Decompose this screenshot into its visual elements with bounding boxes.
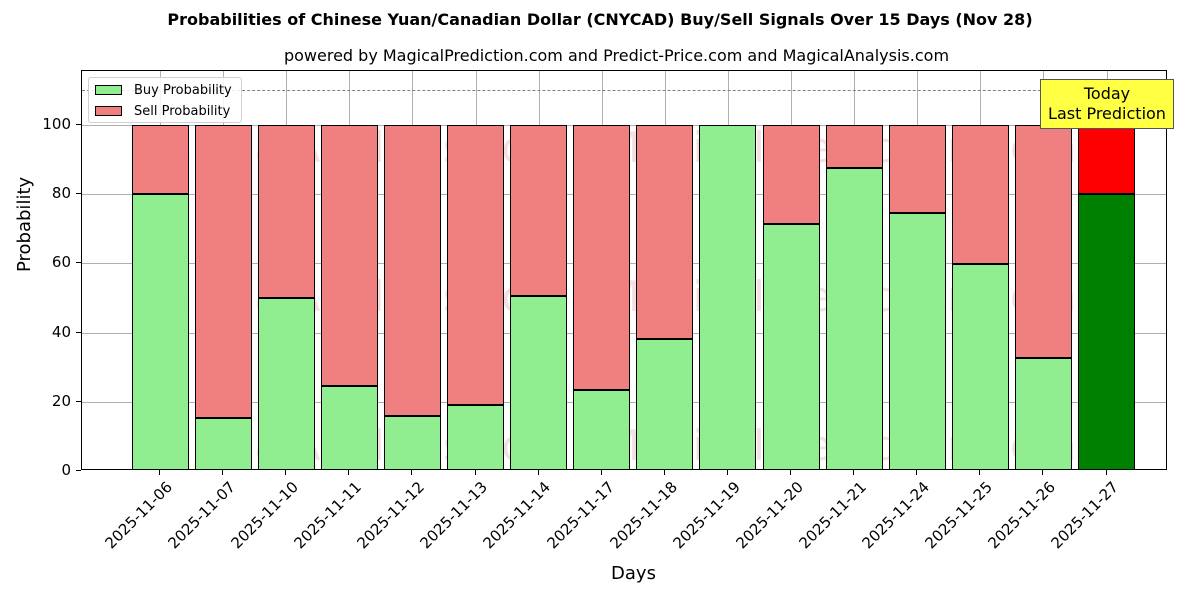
annotation-line-1: Today	[1083, 84, 1131, 103]
y-tick-label: 60	[51, 253, 71, 272]
x-tick	[979, 470, 981, 475]
x-tick-label: 2025-11-06	[101, 478, 176, 553]
bar-sell	[257, 125, 315, 299]
bar-sell	[825, 125, 883, 168]
today-annotation: Today Last Prediction	[1040, 79, 1174, 129]
x-tick-label: 2025-11-25	[921, 478, 997, 553]
bar-buy	[699, 125, 757, 469]
x-tick	[411, 470, 413, 475]
plot-area: MagicalAnalysis.comMagicalPrediction.com…	[81, 70, 1167, 470]
y-tick-label: 40	[51, 322, 71, 341]
x-tick	[726, 470, 728, 475]
bar-buy	[257, 298, 315, 469]
bar-buy	[951, 263, 1009, 469]
y-tick	[76, 400, 81, 402]
bar-buy	[762, 224, 820, 469]
bar-buy	[1014, 357, 1072, 469]
x-tick	[1105, 470, 1107, 475]
bar-sell	[951, 125, 1009, 264]
bar-sell	[510, 125, 568, 296]
bar-sell	[447, 125, 504, 406]
x-tick	[222, 470, 224, 475]
x-tick	[790, 470, 791, 475]
bar-buy	[510, 295, 568, 469]
y-tick-label: 100	[42, 115, 71, 133]
legend-label-buy: Buy Probability	[134, 82, 232, 98]
bar-buy	[383, 415, 441, 469]
y-axis-label: Probability	[14, 176, 35, 272]
bar-sell	[762, 125, 820, 225]
x-tick-label: 2025-11-12	[353, 478, 429, 553]
x-tick-label: 2025-11-13	[416, 478, 492, 553]
y-tick-label: 0	[61, 461, 71, 479]
bar-sell	[636, 125, 694, 339]
bar-buy	[636, 338, 694, 469]
x-tick-label: 2025-11-26	[984, 478, 1060, 553]
x-tick	[853, 470, 855, 475]
bar-sell	[1078, 125, 1135, 195]
legend-label-sell: Sell Probability	[134, 103, 231, 119]
bar-buy	[573, 389, 631, 469]
buy-swatch-icon	[95, 85, 122, 95]
x-tick-label: 2025-11-24	[858, 478, 933, 553]
bar-sell	[888, 125, 946, 213]
legend-item-sell: Sell Probability	[95, 102, 230, 120]
x-tick-label: 2025-11-27	[1047, 478, 1123, 553]
reference-line	[82, 90, 1166, 92]
bar-sell	[131, 125, 189, 194]
bar-sell	[194, 125, 252, 418]
bar-buy	[320, 385, 378, 469]
chart-subtitle: powered by MagicalPrediction.com and Pre…	[283, 46, 950, 65]
bar-buy	[888, 212, 946, 469]
x-tick	[348, 470, 350, 475]
x-tick-label: 2025-11-19	[669, 478, 744, 553]
y-tick-label: 80	[51, 184, 71, 203]
y-tick-label: 20	[51, 391, 71, 410]
bar-buy	[825, 167, 883, 469]
annotation-line-2: Last Prediction	[1048, 104, 1166, 123]
bar-buy	[194, 417, 252, 469]
x-tick-label: 2025-11-17	[543, 478, 618, 553]
y-tick	[76, 470, 81, 471]
bar-sell	[383, 125, 441, 416]
x-axis-label: Days	[611, 563, 656, 584]
sell-swatch-icon	[95, 106, 122, 116]
bar-sell	[1014, 125, 1072, 358]
x-tick-label: 2025-11-10	[227, 478, 302, 553]
legend-item-buy: Buy Probability	[95, 81, 232, 99]
x-tick-label: 2025-11-14	[479, 478, 555, 553]
y-tick	[76, 124, 81, 125]
y-tick	[76, 331, 81, 333]
legend: Buy Probability Sell Probability	[88, 77, 242, 123]
x-tick	[663, 470, 665, 475]
x-tick-label: 2025-11-07	[164, 478, 239, 553]
x-tick	[1042, 470, 1044, 475]
bar-buy	[1078, 194, 1135, 469]
x-tick	[916, 470, 918, 475]
bar-buy	[131, 193, 189, 469]
x-tick-label: 2025-11-21	[795, 478, 870, 553]
x-tick-label: 2025-11-20	[732, 478, 807, 553]
bar-sell	[573, 125, 631, 390]
x-tick	[600, 470, 602, 475]
x-tick-label: 2025-11-11	[290, 478, 366, 553]
x-tick	[537, 470, 539, 475]
x-tick	[159, 470, 160, 475]
bar-sell	[320, 125, 378, 386]
y-tick	[76, 262, 81, 264]
chart-title: Probabilities of Chinese Yuan/Canadian D…	[167, 10, 1033, 29]
x-tick	[474, 470, 476, 475]
bar-buy	[447, 405, 504, 469]
x-tick	[285, 470, 287, 475]
y-tick	[76, 193, 81, 195]
